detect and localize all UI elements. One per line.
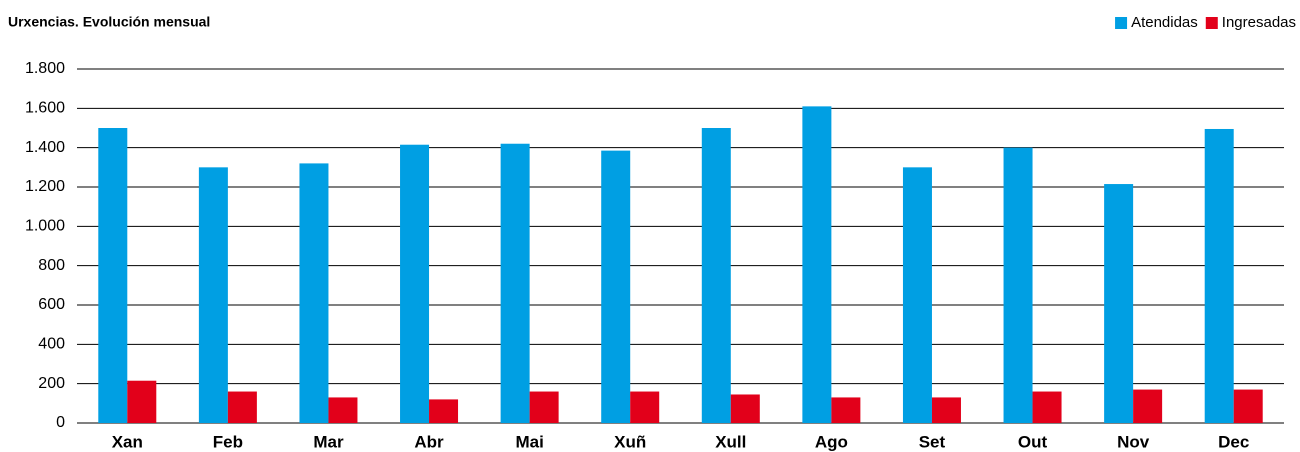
x-tick-label: Feb xyxy=(213,432,243,451)
bar xyxy=(630,391,660,423)
bar xyxy=(1133,389,1163,423)
x-tick-label: Set xyxy=(919,432,946,451)
bar xyxy=(802,106,832,423)
y-tick-label: 1.000 xyxy=(25,218,65,235)
chart-title: Urxencias. Evolución mensual xyxy=(8,14,210,30)
y-tick-label: 1.200 xyxy=(25,178,65,195)
bar xyxy=(902,167,932,423)
legend-label: Atendidas xyxy=(1131,14,1198,31)
bar xyxy=(1003,147,1033,423)
legend-swatch xyxy=(1205,17,1218,29)
x-tick-label: Ago xyxy=(815,432,848,451)
legend-swatch xyxy=(1115,17,1128,29)
legend-label: Ingresadas xyxy=(1222,14,1296,31)
y-tick-label: 1.600 xyxy=(25,100,65,117)
bar xyxy=(1032,391,1062,423)
bar xyxy=(227,391,257,423)
bar xyxy=(529,391,559,423)
bar xyxy=(931,397,961,423)
bar xyxy=(198,167,228,423)
bar xyxy=(328,397,358,423)
x-tick-label: Mai xyxy=(515,432,543,451)
x-tick-label: Dec xyxy=(1218,432,1249,451)
bar xyxy=(299,163,329,423)
bar xyxy=(127,380,157,423)
bar xyxy=(1104,184,1134,423)
x-tick-label: Mar xyxy=(313,432,344,451)
bar xyxy=(1233,389,1263,423)
x-tick-label: Out xyxy=(1018,432,1048,451)
x-tick-label: Xuñ xyxy=(614,432,646,451)
y-tick-label: 200 xyxy=(38,375,65,392)
x-tick-label: Abr xyxy=(414,432,444,451)
x-tick-label: Nov xyxy=(1117,432,1150,451)
y-tick-label: 1.800 xyxy=(25,60,65,77)
bar xyxy=(730,394,760,423)
bar xyxy=(831,397,861,423)
y-tick-label: 400 xyxy=(38,336,65,353)
y-tick-label: 600 xyxy=(38,296,65,313)
y-tick-label: 0 xyxy=(56,414,65,431)
bar xyxy=(400,144,430,423)
x-tick-label: Xull xyxy=(715,432,746,451)
bar xyxy=(601,150,631,423)
bar xyxy=(429,399,459,423)
y-tick-label: 800 xyxy=(38,257,65,274)
bar xyxy=(500,143,530,423)
bar xyxy=(701,128,731,423)
bar xyxy=(98,128,128,423)
y-tick-label: 1.400 xyxy=(25,139,65,156)
x-tick-label: Xan xyxy=(112,432,143,451)
bar xyxy=(1204,128,1234,423)
